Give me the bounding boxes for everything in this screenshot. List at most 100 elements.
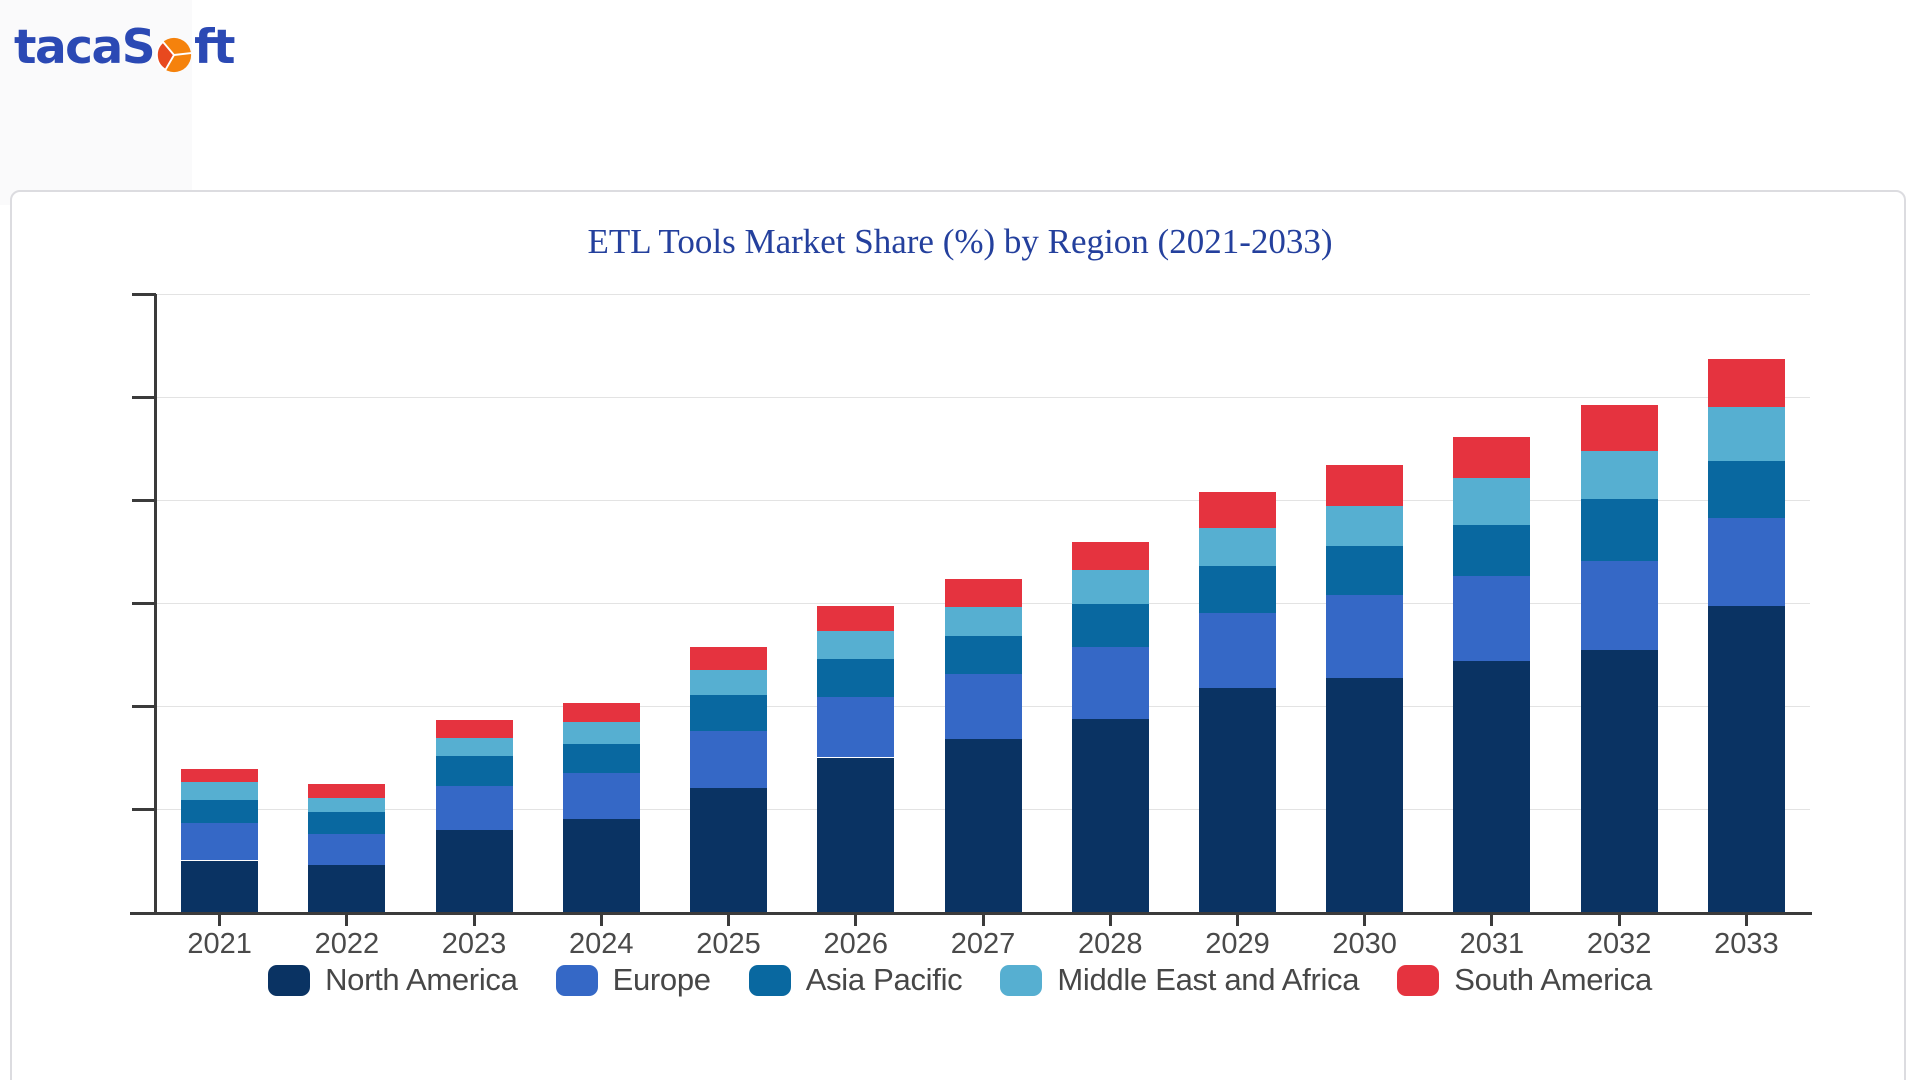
bar-segment <box>308 812 386 834</box>
bar-segment <box>562 744 640 773</box>
bar-segment <box>562 819 640 912</box>
x-axis-label: 2025 <box>696 928 761 960</box>
x-axis-label: 2027 <box>950 928 1016 960</box>
bar-segment <box>817 757 895 912</box>
bar-segment <box>944 579 1022 608</box>
chart-legend: North America Europe Asia Pacific Middle Ea… <box>0 962 1920 998</box>
x-axis-label: 2031 <box>1459 928 1525 960</box>
y-axis-tick <box>132 808 156 811</box>
y-gridline <box>156 397 1810 398</box>
bar-segment <box>1707 407 1785 461</box>
x-axis-label: 2032 <box>1586 928 1652 960</box>
legend-swatch <box>748 964 791 996</box>
x-axis-tick <box>1490 915 1494 926</box>
x-axis-tick <box>727 915 731 926</box>
x-axis-tick <box>981 915 985 926</box>
bar-segment <box>1453 576 1531 661</box>
y-axis-tick <box>132 602 156 605</box>
bar-segment <box>1326 464 1404 507</box>
bar-segment <box>1453 660 1531 912</box>
legend-swatch <box>1000 964 1043 996</box>
legend-item: North America <box>268 962 518 998</box>
bar-segment <box>1071 570 1149 605</box>
logo-text-suffix: ft <box>194 19 235 75</box>
bar-segment <box>817 630 895 659</box>
legend-item: South America <box>1397 962 1652 998</box>
y-axis-tick <box>132 705 156 708</box>
bar-segment <box>181 823 259 861</box>
x-axis-label: 2022 <box>314 928 380 960</box>
bar-segment <box>944 674 1022 739</box>
legend-item: Europe <box>555 962 711 998</box>
x-axis-tick <box>1617 915 1621 926</box>
x-axis-label: 2029 <box>1205 928 1270 960</box>
bar-segment <box>308 784 386 798</box>
y-axis-tick <box>132 293 156 296</box>
x-axis-label: 2026 <box>823 928 888 960</box>
legend-label: Asia Pacific <box>805 962 963 997</box>
y-gridline <box>156 294 1810 295</box>
y-gridline <box>156 500 1810 501</box>
bar-segment <box>1453 478 1531 525</box>
x-axis-label: 2021 <box>187 928 252 960</box>
x-axis-label: 2028 <box>1077 928 1143 960</box>
x-axis-tick <box>1744 915 1748 926</box>
x-axis-tick <box>599 915 603 926</box>
bar-segment <box>1071 719 1149 912</box>
y-axis-tick <box>132 396 156 399</box>
bar-segment <box>1707 606 1785 912</box>
x-axis-label: 2030 <box>1332 928 1397 960</box>
bar-segment <box>1198 688 1276 912</box>
x-axis-label: 2023 <box>441 928 507 960</box>
bar-segment <box>562 772 640 820</box>
y-axis-tick <box>132 499 156 502</box>
bar-segment <box>1198 491 1276 528</box>
bar-segment <box>562 702 640 723</box>
bar-segment <box>817 606 895 631</box>
chart-title: ETL Tools Market Share (%) by Region (20… <box>587 222 1333 261</box>
bar-segment <box>1580 498 1658 561</box>
bar-segment <box>1071 604 1149 648</box>
bar-segment <box>1707 517 1785 607</box>
bar-segment <box>690 669 768 695</box>
bar-segment <box>308 833 386 865</box>
bar-segment <box>690 788 768 912</box>
x-axis-tick <box>345 915 349 926</box>
bar-segment <box>817 696 895 758</box>
bar-segment <box>435 786 513 830</box>
bar-segment <box>308 864 386 912</box>
x-axis-tick <box>1235 915 1239 926</box>
bar-segment <box>181 768 259 783</box>
bar-segment <box>690 730 768 789</box>
legend-label: Europe <box>612 962 711 997</box>
bar-segment <box>1580 560 1658 651</box>
bar-segment <box>1707 460 1785 518</box>
brand-logo[interactable]: tacaS ft <box>14 12 236 82</box>
x-axis-tick <box>1363 915 1367 926</box>
bar-segment <box>944 738 1022 912</box>
bar-segment <box>181 860 259 912</box>
bar-segment <box>817 658 895 697</box>
bar-segment <box>435 720 513 738</box>
bar-segment <box>435 756 513 787</box>
logo-text-prefix: tacaS <box>14 19 156 75</box>
bar-segment <box>181 782 259 800</box>
bar-segment <box>1198 613 1276 689</box>
bar-segment <box>1071 647 1149 720</box>
bar-segment <box>944 635 1022 675</box>
bar-segment <box>1580 650 1658 912</box>
legend-label: North America <box>325 962 518 997</box>
bar-segment <box>1071 542 1149 571</box>
legend-swatch <box>555 964 598 996</box>
x-axis-tick <box>1108 915 1112 926</box>
pie-chart-icon <box>155 31 193 73</box>
legend-item: Asia Pacific <box>748 962 963 998</box>
bar-segment <box>1580 450 1658 499</box>
bar-segment <box>1707 358 1785 408</box>
bar-segment <box>690 647 768 670</box>
bar-segment <box>562 722 640 745</box>
bar-segment <box>435 829 513 912</box>
legend-label: Middle East and Africa <box>1057 962 1360 997</box>
x-axis-tick <box>218 915 222 926</box>
